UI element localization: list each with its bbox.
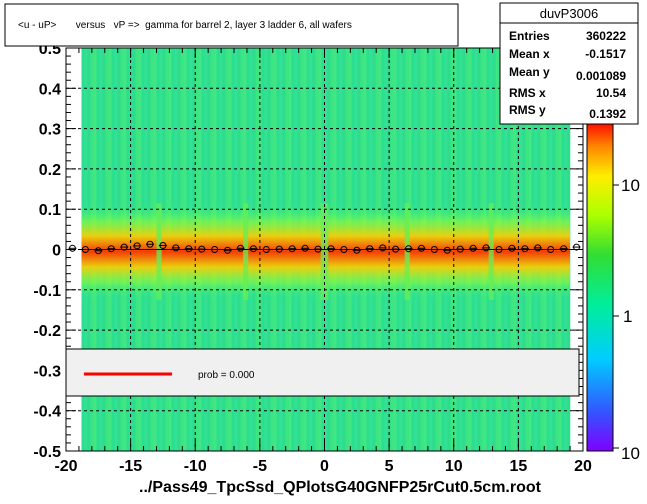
x-tick-label: 15 (509, 458, 527, 475)
profile-point (469, 244, 477, 252)
profile-point (534, 244, 542, 252)
y-tick-label: 0.4 (39, 81, 61, 98)
y-tick-label: -0.3 (33, 363, 61, 380)
gap-band (156, 203, 162, 300)
stats-label-rms-y: RMS y (509, 103, 546, 117)
stats-box: duvP3006 Entries 360222 Mean x -0.1517 M… (499, 2, 639, 125)
profile-point (301, 244, 309, 252)
profile-point (185, 245, 193, 253)
stats-value-mean-x: -0.1517 (585, 47, 626, 61)
gap-band (488, 203, 494, 300)
profile-point (366, 245, 374, 253)
x-tick-labels: -20 -15 -10 -5 0 5 10 15 20 (54, 458, 592, 475)
stats-value-entries: 360222 (586, 29, 626, 43)
profile-point (508, 244, 516, 252)
x-tick-label: -10 (184, 458, 207, 475)
chart-title: <u - uP> versus vP => gamma for barrel 2… (18, 20, 352, 31)
legend-box: prob = 0.000 (65, 348, 580, 397)
stats-value-rms-x: 10.54 (596, 86, 626, 100)
x-tick-label: 0 (320, 458, 329, 475)
color-scale-label-1: 1 (623, 307, 632, 326)
x-tick-label: 10 (445, 458, 463, 475)
stats-label-entries: Entries (509, 29, 550, 43)
profile-point (224, 246, 232, 254)
x-tick-label: 20 (574, 458, 592, 475)
stats-title: duvP3006 (540, 6, 599, 21)
legend-entry: prob = 0.000 (198, 370, 255, 381)
color-scale: 10 1 10 (586, 123, 640, 463)
profile-point (327, 245, 335, 253)
y-tick-label: 0.2 (39, 162, 61, 179)
profile-point (133, 242, 141, 250)
footer-filename: ../Pass49_TpcSsd_QPlotsG40GNFP25rCut0.5c… (139, 479, 542, 496)
profile-point (68, 244, 76, 252)
y-tick-label: 0 (52, 243, 61, 260)
profile-point (443, 246, 451, 254)
stats-label-rms-x: RMS x (509, 86, 546, 100)
y-tick-label: -0.2 (33, 323, 61, 340)
x-tick-label: -5 (253, 458, 267, 475)
color-scale-label-low: 10 (621, 444, 640, 463)
profile-point (379, 244, 387, 252)
profile-point (405, 245, 413, 253)
profile-point (521, 245, 529, 253)
profile-point (120, 243, 128, 251)
gap-band (243, 203, 249, 300)
color-scale-bar (586, 123, 614, 452)
x-tick-label: -15 (119, 458, 142, 475)
color-scale-label-10: 10 (621, 176, 640, 195)
stats-value-mean-y: 0.001089 (576, 69, 626, 83)
y-tick-label: -0.5 (33, 444, 61, 461)
profile-point (288, 245, 296, 253)
y-tick-label: -0.4 (33, 404, 61, 421)
profile-point (236, 244, 244, 252)
profile-point (107, 245, 115, 253)
gap-band (320, 203, 329, 300)
stats-value-rms-y: 0.1392 (589, 107, 626, 121)
profile-point (94, 247, 102, 255)
y-tick-label: 0.1 (39, 202, 61, 219)
profile-point (417, 244, 425, 252)
profile-point (146, 240, 154, 248)
profile-point (482, 244, 490, 252)
profile-point (353, 246, 361, 254)
y-tick-label: -0.1 (33, 283, 61, 300)
y-tick-labels: -0.5-0.4-0.3-0.2-0.100.10.20.30.40.5 (33, 41, 61, 461)
x-tick-label: -20 (54, 458, 77, 475)
profile-point (249, 245, 257, 253)
profile-point (159, 241, 167, 249)
profile-point (172, 244, 180, 252)
stats-label-mean-y: Mean y (509, 65, 550, 79)
profile-point (560, 245, 568, 253)
x-tick-label: 5 (385, 458, 394, 475)
profile-point (573, 243, 581, 251)
title-box: <u - uP> versus vP => gamma for barrel 2… (4, 3, 459, 47)
stats-label-mean-x: Mean x (509, 47, 550, 61)
y-tick-label: 0.3 (39, 122, 61, 139)
